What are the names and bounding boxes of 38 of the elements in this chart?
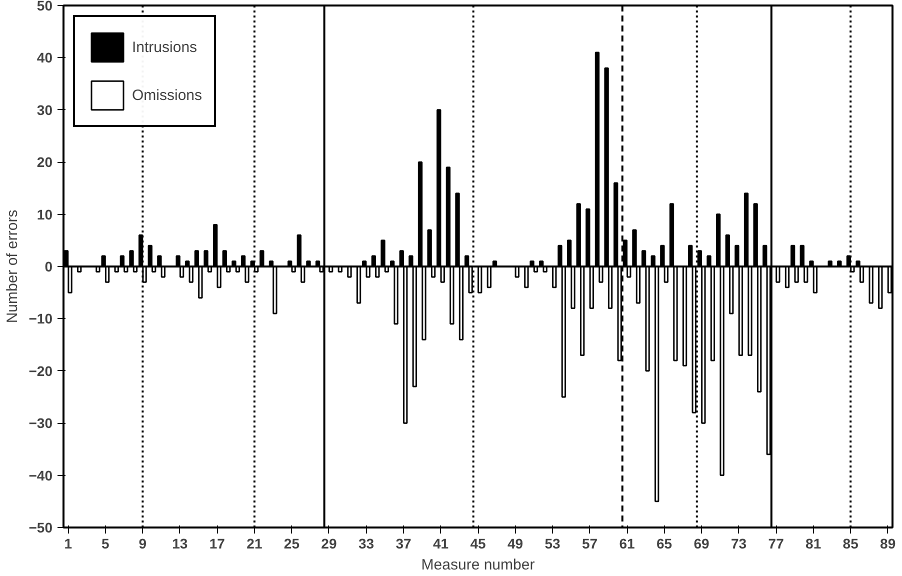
- x-tick-label: 49: [507, 536, 524, 552]
- x-tick-label: 37: [396, 536, 412, 552]
- y-tick-label: −50: [28, 520, 53, 536]
- x-tick-label: 61: [619, 536, 636, 552]
- x-tick-label: 69: [694, 536, 710, 552]
- y-axis-title: Number of errors: [4, 210, 21, 324]
- x-tick-label: 29: [321, 536, 337, 552]
- y-tick-label: −40: [28, 467, 53, 484]
- y-tick-label: −10: [28, 310, 53, 327]
- x-tick-label: 81: [806, 536, 822, 552]
- x-tick-label: 45: [470, 536, 486, 552]
- legend-label: Omissions: [132, 86, 202, 104]
- y-tick-label: 10: [36, 206, 53, 222]
- x-tick-label: 13: [172, 536, 188, 552]
- y-tick-label: 40: [36, 50, 53, 66]
- x-tick-label: 1: [64, 536, 72, 552]
- x-tick-label: 85: [842, 536, 859, 552]
- x-tick-label: 5: [102, 536, 110, 552]
- x-tick-label: 25: [284, 536, 300, 552]
- x-tick-label: 9: [138, 536, 147, 552]
- x-tick-label: 17: [209, 536, 226, 552]
- legend-label: Intrusions: [132, 38, 198, 56]
- x-tick-label: 53: [544, 536, 561, 552]
- y-tick-label: 50: [36, 0, 53, 14]
- x-axis-title: Measure number: [421, 556, 535, 574]
- x-tick-label: 21: [246, 536, 262, 552]
- x-tick-label: 73: [731, 536, 747, 552]
- y-tick-label: −30: [28, 415, 53, 432]
- x-tick-label: 77: [768, 536, 784, 552]
- y-tick-label: 20: [36, 154, 53, 170]
- y-tick-label: 30: [36, 102, 53, 118]
- x-tick-label: 33: [358, 536, 374, 552]
- x-tick-label: 41: [432, 536, 449, 552]
- x-tick-label: 57: [582, 536, 598, 552]
- x-tick-label: 65: [656, 536, 672, 552]
- x-tick-label: 89: [880, 536, 896, 552]
- y-tick-label: 0: [44, 258, 53, 274]
- y-tick-label: −20: [28, 362, 53, 379]
